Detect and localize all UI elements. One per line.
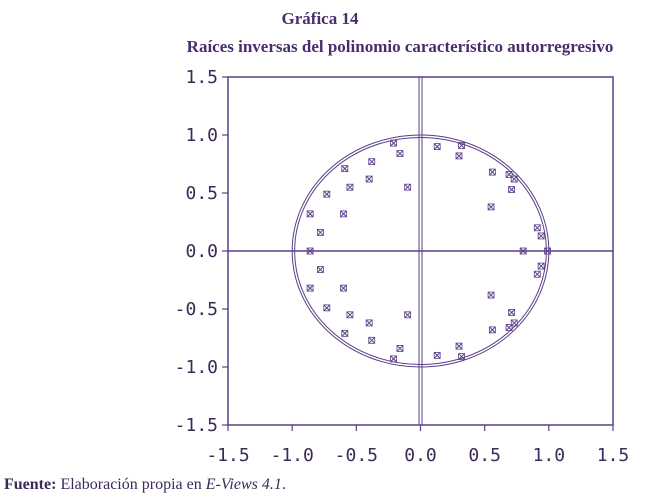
root-point (390, 355, 397, 363)
root-point (316, 266, 324, 273)
root-point (537, 232, 545, 240)
root-point (306, 247, 314, 255)
root-point (368, 336, 376, 344)
source-note: Fuente: Elaboración propia en E-Views 4.… (4, 476, 286, 494)
x-tick-label: 0.5 (468, 445, 501, 466)
root-point (346, 183, 354, 191)
y-tick-label: 0.5 (185, 183, 218, 204)
root-point (455, 152, 463, 160)
root-point (316, 229, 324, 236)
root-point (340, 210, 347, 218)
x-tick-label: -1.0 (270, 445, 313, 466)
root-point (306, 210, 314, 218)
root-point (488, 326, 496, 334)
root-point (323, 304, 331, 312)
root-point (508, 309, 516, 316)
root-point (458, 353, 465, 360)
root-point (341, 165, 349, 173)
root-point (390, 139, 397, 147)
root-point (340, 284, 347, 292)
unit-circle-outer (291, 134, 550, 368)
unit-circle-inner (294, 137, 547, 365)
source-software: E-Views 4.1 (205, 476, 282, 493)
root-points (306, 139, 551, 363)
chart-subtitle: Raíces inversas del polinomio caracterís… (186, 37, 614, 56)
root-point (488, 168, 496, 176)
y-tick-label: 0.0 (185, 241, 218, 262)
x-tick-label: 1.5 (597, 445, 630, 466)
root-point (519, 247, 527, 255)
root-point (433, 351, 441, 359)
y-tick-label: 1.5 (185, 67, 218, 88)
y-tick-label: -1.0 (175, 357, 218, 378)
root-point (323, 190, 331, 198)
source-text: Elaboración propia en (56, 476, 206, 493)
y-tick-label: -1.5 (175, 415, 218, 436)
root-point (346, 311, 354, 319)
root-point (341, 329, 349, 337)
root-point (396, 345, 404, 352)
root-point (433, 143, 441, 151)
x-tick-label: 1.0 (533, 445, 566, 466)
y-tick-label: -0.5 (175, 299, 218, 320)
root-point (533, 224, 541, 232)
root-point (365, 175, 373, 183)
source-label: Fuente: (4, 476, 57, 493)
root-point (487, 203, 495, 211)
y-tick-label: 1.0 (185, 125, 218, 146)
root-point (455, 342, 463, 350)
root-point (487, 291, 495, 299)
x-tick-label: 0.0 (404, 445, 437, 466)
root-point (306, 284, 314, 292)
x-tick-label: -1.5 (206, 445, 249, 466)
unit-circle (291, 134, 550, 368)
root-point (368, 158, 376, 166)
root-point (404, 183, 412, 191)
root-point (505, 324, 513, 331)
x-tick-label: -0.5 (335, 445, 378, 466)
root-point (510, 175, 518, 183)
root-point (365, 319, 373, 327)
chart-title: Gráfica 14 (281, 9, 359, 28)
root-point (537, 262, 545, 270)
root-point (404, 311, 412, 319)
root-point (533, 270, 541, 278)
source-end: . (281, 476, 286, 493)
axes-group: 1.5 1.0 0.5 0.0 -0.5 -1.0 -1.5 -1.5 -1.0 -0.5 0.0 0… (175, 67, 630, 466)
root-point (544, 247, 551, 255)
root-point (508, 186, 516, 193)
root-point (458, 142, 465, 149)
root-point (510, 319, 518, 327)
root-point (396, 150, 404, 157)
